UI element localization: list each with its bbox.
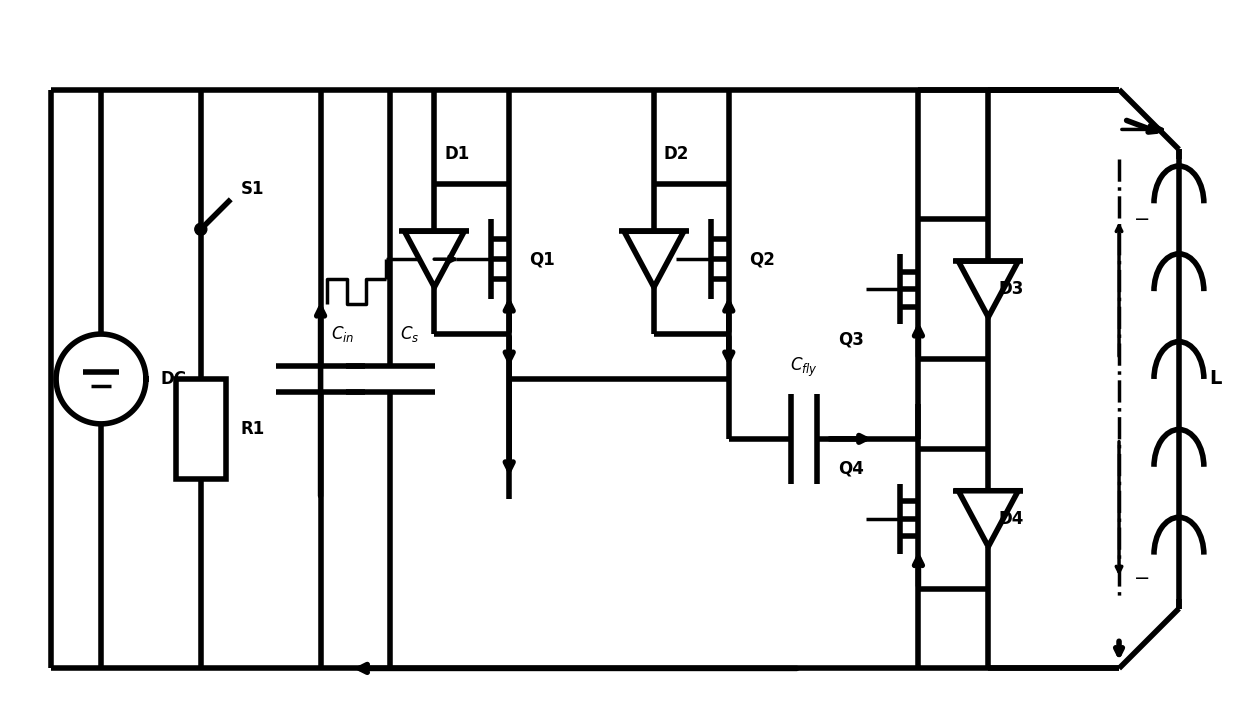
Bar — [176, 379, 226, 479]
Text: D4: D4 — [998, 510, 1024, 528]
Circle shape — [195, 224, 207, 235]
Polygon shape — [959, 491, 1018, 546]
Text: $C_{in}$: $C_{in}$ — [331, 324, 353, 344]
Text: Q1: Q1 — [529, 250, 556, 268]
Text: Q3: Q3 — [838, 330, 864, 348]
Text: $C_{fly}$: $C_{fly}$ — [790, 356, 818, 379]
Polygon shape — [624, 232, 684, 287]
Text: D2: D2 — [663, 145, 689, 163]
Text: DC: DC — [161, 370, 187, 388]
Text: R1: R1 — [241, 420, 265, 438]
Text: −: − — [1135, 210, 1151, 229]
Text: D1: D1 — [444, 145, 470, 163]
Text: −: − — [1135, 569, 1151, 588]
Text: Q4: Q4 — [838, 459, 864, 478]
Text: L: L — [1209, 370, 1221, 388]
Text: D3: D3 — [998, 280, 1024, 298]
Polygon shape — [959, 261, 1018, 317]
Text: $C_s$: $C_s$ — [401, 324, 420, 344]
Text: S1: S1 — [241, 180, 264, 198]
Polygon shape — [404, 232, 464, 287]
Text: Q2: Q2 — [749, 250, 775, 268]
